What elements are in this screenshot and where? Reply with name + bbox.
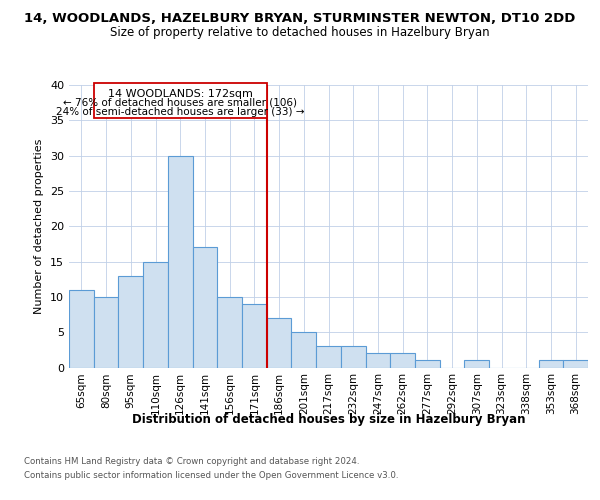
Text: 24% of semi-detached houses are larger (33) →: 24% of semi-detached houses are larger (…: [56, 107, 304, 117]
Bar: [242, 304, 267, 368]
Text: ← 76% of detached houses are smaller (106): ← 76% of detached houses are smaller (10…: [63, 98, 297, 108]
Bar: [217, 297, 242, 368]
Bar: [539, 360, 563, 368]
Bar: [464, 360, 489, 368]
Bar: [94, 297, 118, 368]
Bar: [341, 346, 365, 368]
Bar: [143, 262, 168, 368]
Bar: [365, 354, 390, 368]
Text: Size of property relative to detached houses in Hazelbury Bryan: Size of property relative to detached ho…: [110, 26, 490, 39]
Bar: [69, 290, 94, 368]
Text: 14 WOODLANDS: 172sqm: 14 WOODLANDS: 172sqm: [108, 88, 253, 99]
Text: 14, WOODLANDS, HAZELBURY BRYAN, STURMINSTER NEWTON, DT10 2DD: 14, WOODLANDS, HAZELBURY BRYAN, STURMINS…: [25, 12, 575, 26]
Text: Contains public sector information licensed under the Open Government Licence v3: Contains public sector information licen…: [24, 471, 398, 480]
Bar: [415, 360, 440, 368]
Bar: [316, 346, 341, 368]
Text: Distribution of detached houses by size in Hazelbury Bryan: Distribution of detached houses by size …: [132, 412, 526, 426]
Text: Contains HM Land Registry data © Crown copyright and database right 2024.: Contains HM Land Registry data © Crown c…: [24, 458, 359, 466]
Bar: [267, 318, 292, 368]
Bar: [94, 83, 267, 118]
Bar: [390, 354, 415, 368]
Y-axis label: Number of detached properties: Number of detached properties: [34, 138, 44, 314]
Bar: [193, 248, 217, 368]
Bar: [168, 156, 193, 368]
Bar: [563, 360, 588, 368]
Bar: [292, 332, 316, 368]
Bar: [118, 276, 143, 368]
